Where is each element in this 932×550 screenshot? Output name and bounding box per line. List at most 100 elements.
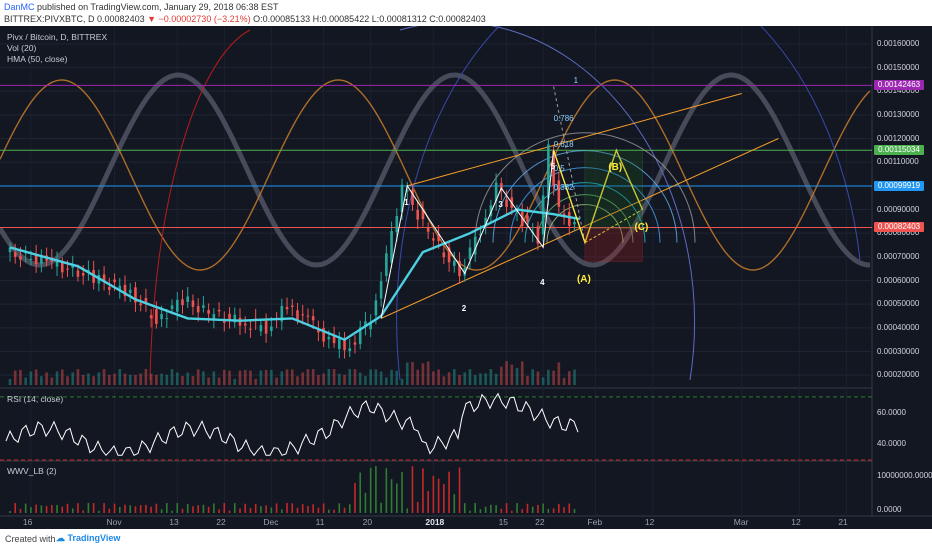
wwv-bar — [390, 479, 393, 513]
wave-label: (A) — [576, 273, 591, 285]
wwv-bar — [563, 507, 565, 513]
fib-level-label: 0.5 — [553, 164, 565, 173]
candle-body — [520, 211, 524, 226]
candle-body — [19, 256, 22, 260]
wwv-bar — [249, 507, 252, 513]
volume-bar — [170, 369, 174, 385]
wwv-bar — [186, 503, 189, 513]
volume-bar — [458, 375, 461, 385]
wwv-bar — [500, 508, 503, 513]
chart-canvas[interactable] — [0, 26, 932, 529]
tradingview-logo[interactable]: ☁ TradingView — [56, 533, 121, 543]
candle-body — [71, 265, 75, 268]
time-tick-label: 13 — [169, 517, 179, 527]
volume-bar — [395, 370, 399, 385]
candle-body — [223, 320, 226, 323]
volume-bar — [144, 369, 148, 385]
candle-body — [102, 274, 106, 282]
candle-body — [144, 298, 148, 304]
volume-bar — [233, 378, 237, 385]
volume-bar — [405, 362, 409, 385]
wwv-bar — [40, 505, 43, 513]
candle-body — [165, 318, 169, 320]
time-tick-label: 2018 — [425, 517, 445, 527]
candle-body — [285, 306, 289, 310]
candle-body — [374, 300, 378, 316]
wwv-bar — [24, 503, 27, 513]
candle-body — [108, 286, 111, 290]
time-tick-label: 12 — [644, 517, 655, 527]
wave-label: 3 — [498, 200, 503, 210]
volume-bar — [50, 377, 54, 385]
price-tick-label: 0.00040000 — [877, 322, 920, 332]
volume-bar — [238, 370, 242, 385]
wwv-bar — [521, 509, 524, 513]
wwv-bar — [526, 503, 529, 513]
volume-bar — [123, 373, 127, 385]
volume-bar — [358, 372, 362, 385]
volume-bar — [45, 372, 48, 385]
wwv-bar — [322, 503, 325, 513]
time-tick-label: 16 — [22, 517, 33, 527]
wwv-bar — [343, 507, 346, 513]
wwv-bar — [401, 472, 403, 513]
candle-body — [212, 314, 216, 320]
candle-body — [385, 253, 388, 276]
volume-bar — [165, 374, 169, 385]
candle-body — [149, 315, 153, 319]
volume-bar — [322, 373, 325, 385]
volume-bar — [442, 376, 446, 385]
wwv-bar — [542, 503, 544, 513]
volume-bar — [217, 377, 221, 385]
created-with-text: Created with — [5, 534, 56, 544]
volume-bar — [8, 379, 12, 385]
candle-body — [332, 336, 336, 344]
wwv-bar — [369, 467, 372, 513]
wwv-pane-label: WWV_LB (2) — [7, 466, 57, 476]
candle-body — [552, 150, 555, 186]
volume-bar — [76, 369, 80, 385]
candle-body — [55, 260, 59, 267]
wwv-bar — [552, 508, 555, 513]
volume-bar — [228, 370, 231, 385]
wwv-bar — [484, 506, 487, 513]
time-tick-label: 20 — [362, 517, 373, 527]
wwv-bar — [108, 508, 111, 513]
legend-title: Pivx / Bitcoin, D, BITTREX — [7, 32, 108, 42]
volume-bar — [327, 369, 331, 385]
wwv-bar — [192, 506, 194, 513]
wwv-bar — [395, 483, 398, 513]
wwv-bar — [61, 506, 64, 513]
wwv-bar — [275, 503, 278, 513]
wwv-bar — [516, 503, 518, 513]
wwv-bar — [45, 506, 48, 513]
price-tick-label: 0.00110000 — [877, 157, 919, 167]
volume-bar — [66, 376, 69, 385]
volume-bar — [275, 377, 278, 385]
wave-label: 2 — [461, 304, 467, 314]
wwv-bar — [364, 492, 367, 513]
price-tick-label: 0.00080000 — [877, 228, 920, 238]
wwv-tick-label: 10000000.0000 — [877, 471, 932, 480]
cycle-wave — [0, 72, 871, 268]
volume-bar — [311, 369, 315, 385]
wwv-bar — [427, 491, 429, 513]
candle-body — [447, 247, 451, 263]
wave-label: 5 — [550, 162, 556, 172]
arc — [396, 26, 861, 381]
candle-body — [479, 234, 482, 236]
volume-bar — [374, 369, 378, 385]
volume-bar — [71, 372, 75, 385]
volume-bar — [348, 369, 352, 385]
volume-bar — [97, 372, 101, 385]
volume-bar — [181, 376, 184, 385]
author-link[interactable]: DanMC — [4, 2, 35, 12]
wwv-bar — [260, 506, 262, 513]
fib-level-label: 0.618 — [553, 140, 574, 150]
candle-body — [379, 281, 383, 299]
volume-bar — [280, 371, 284, 385]
wwv-bar — [87, 503, 90, 513]
candle-body — [458, 260, 461, 277]
candle-body — [484, 217, 487, 227]
wwv-bar — [166, 503, 168, 513]
